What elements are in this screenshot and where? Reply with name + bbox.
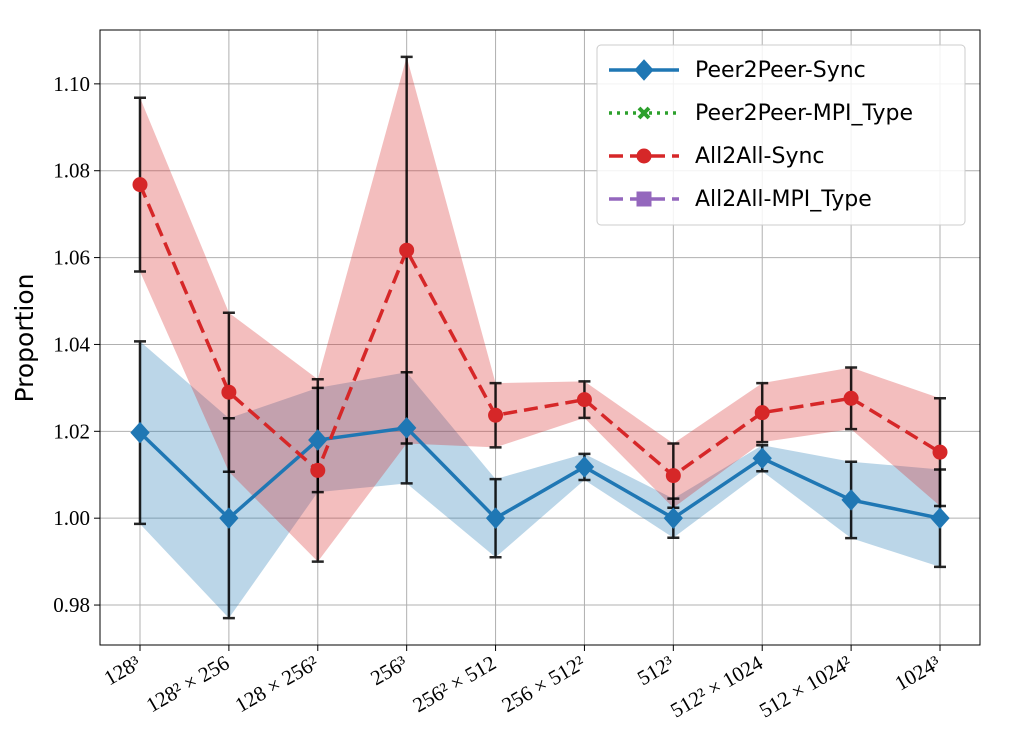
x-tick-label: 512² × 1024	[666, 650, 767, 722]
plot-frame	[99, 29, 981, 646]
y-tick-label: 1.10	[53, 72, 90, 96]
legend-label: All2All-Sync	[695, 144, 825, 169]
x-tick-label: 1024³	[891, 651, 945, 696]
marker	[843, 390, 859, 406]
marker	[310, 462, 326, 478]
marker	[930, 507, 950, 529]
y-axis-label: Proportion	[10, 274, 39, 403]
marker	[752, 447, 772, 469]
marker	[308, 429, 328, 451]
y-tick-label: 1.02	[53, 419, 90, 443]
marker	[399, 242, 415, 258]
x-tick-label: 512 × 1024²	[755, 651, 855, 723]
marker	[221, 384, 237, 400]
x-tick-label: 512³	[633, 651, 678, 691]
marker	[663, 507, 684, 529]
legend-box	[596, 44, 966, 226]
marker	[665, 468, 681, 484]
marker	[841, 489, 861, 511]
error-band	[140, 341, 940, 619]
marker	[396, 417, 417, 439]
marker	[219, 507, 239, 529]
y-tick-label: 1.06	[53, 246, 90, 270]
x-tick-label: 256 × 512²	[498, 651, 589, 718]
series-line	[138, 183, 941, 478]
marker	[637, 106, 651, 120]
marker	[130, 421, 150, 444]
marker	[488, 407, 504, 423]
series-line	[138, 425, 941, 521]
legend-label: Peer2Peer-Sync	[695, 58, 866, 83]
marker	[576, 392, 592, 408]
marker	[636, 148, 652, 164]
marker	[485, 507, 506, 529]
legend-label: Peer2Peer-MPI_Type	[695, 101, 913, 126]
x-tick-label: 256² × 512	[409, 651, 500, 718]
marker	[574, 456, 595, 478]
marker	[636, 191, 652, 207]
y-tick-label: 1.00	[53, 506, 90, 530]
marker	[634, 59, 654, 81]
y-tick-label: 1.04	[53, 332, 90, 356]
marker	[132, 177, 148, 193]
x-tick-label: 128³	[100, 651, 145, 691]
legend-label: All2All-MPI_Type	[695, 187, 872, 212]
y-tick-label: 1.08	[53, 159, 90, 183]
marker	[932, 444, 948, 460]
x-tick-label: 128 × 256²	[231, 651, 322, 718]
marker	[754, 405, 770, 421]
y-tick-label: 0.98	[53, 593, 90, 617]
x-tick-label: 128² × 256	[142, 651, 233, 718]
x-tick-label: 256³	[366, 651, 411, 691]
